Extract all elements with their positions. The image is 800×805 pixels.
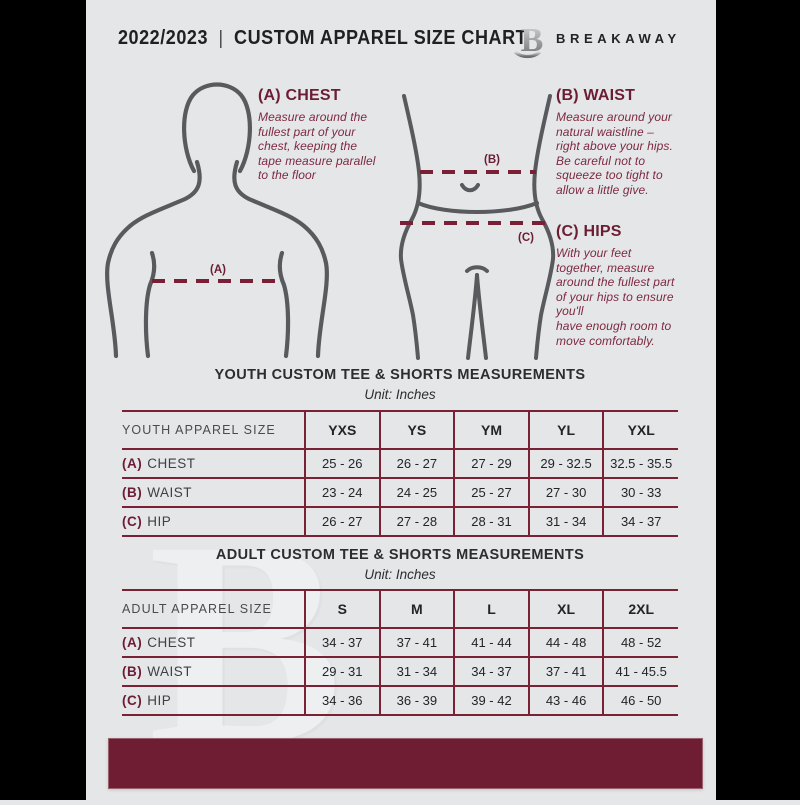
cell-value: 31 - 34 — [378, 656, 455, 686]
chest-instruction-body: Measure around the fullest part of your … — [258, 110, 376, 183]
chest-line-label: (A) — [210, 264, 226, 276]
cell-value: 27 - 30 — [527, 477, 604, 507]
waist-instruction-body: Measure around your natural waistline – … — [556, 110, 673, 197]
table-row-chest: (A) CHEST 25 - 26 26 - 27 27 - 29 29 - 32… — [122, 448, 678, 478]
cell-value: 34 - 37 — [453, 656, 529, 686]
cell-value: 36 - 39 — [378, 685, 455, 716]
row-label: (C) HIP — [122, 685, 305, 716]
size-header: YM — [453, 410, 529, 449]
cell-value: 43 - 46 — [527, 685, 604, 716]
season-label: 2022/2023 — [118, 26, 209, 49]
cell-value: 34 - 36 — [304, 685, 380, 716]
youth-table-title: YOUTH CUSTOM TEE & SHORTS MEASUREMENTS — [214, 367, 586, 383]
cell-value: 27 - 28 — [378, 506, 455, 537]
breakaway-logo-icon: B — [511, 19, 551, 66]
table-row-waist: (B) WAIST 23 - 24 24 - 25 25 - 27 27 - 30… — [122, 477, 678, 507]
hips-instruction-body: With your feet together, measure around … — [556, 246, 675, 348]
left-edge-bar — [0, 0, 86, 800]
hip-line-label: (C) — [518, 232, 534, 244]
title-divider: | — [218, 28, 224, 49]
size-header: M — [378, 589, 455, 628]
chart-title: CUSTOM APPAREL SIZE CHART — [234, 26, 528, 49]
cell-value: 30 - 33 — [602, 477, 678, 507]
size-header: 2XL — [602, 589, 678, 628]
brand-wordmark: BREAKAWAY — [556, 31, 681, 46]
row-label: (A) CHEST — [122, 448, 305, 478]
cell-value: 29 - 31 — [304, 656, 380, 686]
hips-instruction-heading: (C) HIPS — [556, 223, 622, 240]
cell-value: 37 - 41 — [378, 627, 455, 657]
cell-value: 24 - 25 — [378, 477, 455, 507]
cell-value: 46 - 50 — [602, 685, 678, 716]
cell-value: 27 - 29 — [453, 448, 529, 478]
cell-value: 41 - 45.5 — [602, 656, 678, 686]
right-edge-bar — [716, 0, 800, 800]
cell-value: 29 - 32.5 — [527, 448, 604, 478]
youth-table-unit: Unit: Inches — [364, 387, 436, 402]
size-header: L — [453, 589, 529, 628]
size-header: YL — [527, 410, 604, 449]
cell-value: 41 - 44 — [453, 627, 529, 657]
cell-value: 32.5 - 35.5 — [602, 448, 678, 478]
size-header: YS — [378, 410, 455, 449]
adult-size-table: ADULT APPAREL SIZE S M L XL 2XL (A) CHEST… — [122, 589, 678, 716]
adult-size-col-header: ADULT APPAREL SIZE — [122, 589, 305, 628]
waist-instruction-heading: (B) WAIST — [556, 87, 636, 104]
cell-value: 31 - 34 — [527, 506, 604, 537]
measurement-dashed-lines — [152, 170, 554, 283]
row-label: (B) WAIST — [122, 656, 305, 686]
row-label: (A) CHEST — [122, 627, 305, 657]
youth-size-table: YOUTH APPAREL SIZE YXS YS YM YL YXL (A) C… — [122, 410, 678, 537]
row-label: (B) WAIST — [122, 477, 305, 507]
chest-instruction-heading: (A) CHEST — [258, 87, 341, 104]
page-title: 2022/2023 | CUSTOM APPAREL SIZE CHART — [118, 26, 527, 50]
cell-value: 26 - 27 — [378, 448, 455, 478]
cell-value: 25 - 27 — [453, 477, 529, 507]
adult-table-unit: Unit: Inches — [364, 567, 436, 582]
size-header: XL — [527, 589, 604, 628]
cell-value: 26 - 27 — [304, 506, 380, 537]
size-header: S — [304, 589, 380, 628]
youth-header-row: YOUTH APPAREL SIZE YXS YS YM YL YXL — [122, 410, 678, 449]
size-header: YXL — [602, 410, 678, 449]
adult-header-row: ADULT APPAREL SIZE S M L XL 2XL — [122, 589, 678, 628]
youth-size-col-header: YOUTH APPAREL SIZE — [122, 410, 305, 449]
cell-value: 34 - 37 — [602, 506, 678, 537]
row-label: (C) HIP — [122, 506, 305, 537]
size-header: YXS — [304, 410, 380, 449]
table-row-waist: (B) WAIST 29 - 31 31 - 34 34 - 37 37 - 41… — [122, 656, 678, 686]
cell-value: 23 - 24 — [304, 477, 380, 507]
table-row-chest: (A) CHEST 34 - 37 37 - 41 41 - 44 44 - 48… — [122, 627, 678, 657]
cell-value: 28 - 31 — [453, 506, 529, 537]
cell-value: 34 - 37 — [304, 627, 380, 657]
footer-accent-bar — [108, 738, 703, 789]
cell-value: 39 - 42 — [453, 685, 529, 716]
table-row-hip: (C) HIP 34 - 36 36 - 39 39 - 42 43 - 46 4… — [122, 685, 678, 716]
cell-value: 48 - 52 — [602, 627, 678, 657]
cell-value: 25 - 26 — [304, 448, 380, 478]
cell-value: 37 - 41 — [527, 656, 604, 686]
adult-table-title: ADULT CUSTOM TEE & SHORTS MEASUREMENTS — [215, 547, 585, 563]
waist-line-label: (B) — [484, 154, 500, 166]
table-row-hip: (C) HIP 26 - 27 27 - 28 28 - 31 31 - 34 3… — [122, 506, 678, 537]
cell-value: 44 - 48 — [527, 627, 604, 657]
